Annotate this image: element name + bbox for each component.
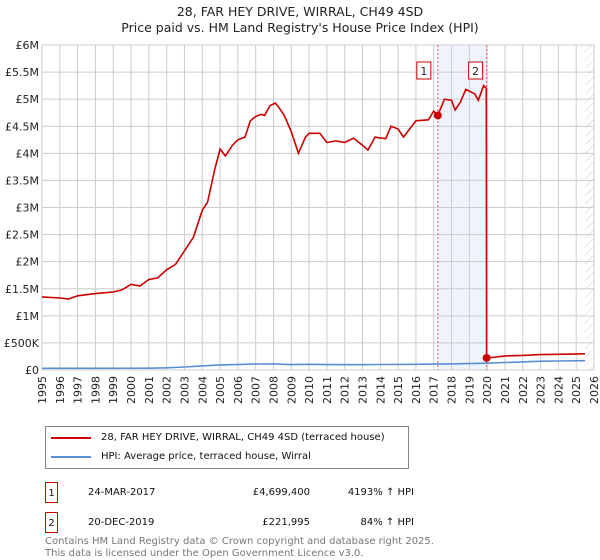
x-tick-label: 2025 (570, 376, 583, 404)
annotation-label: 1 (420, 65, 427, 78)
y-tick-label: £1.5M (5, 283, 39, 296)
x-tick-label: 2021 (499, 376, 512, 404)
x-tick-label: 1998 (89, 376, 102, 404)
x-tick-label: 2010 (303, 376, 316, 404)
y-tick-label: £3.5M (5, 174, 39, 187)
footer-copyright: Contains HM Land Registry data © Crown c… (45, 536, 434, 547)
y-tick-label: £5M (16, 93, 40, 106)
price-chart: 1995 1996 1997 1998 1999 2000 2001 2002 2003 2004… (4, 39, 600, 404)
x-tick-label: 2019 (463, 376, 476, 404)
x-tick-label: 2017 (428, 376, 441, 404)
footer-licence: This data is licensed under the Open Gov… (45, 547, 364, 559)
x-tick-label: 2002 (161, 376, 174, 404)
legend-item-property: 28, FAR HEY DRIVE, WIRRAL, CH49 4SD (ter… (51, 432, 385, 443)
transaction-price: £4,699,400 (252, 487, 310, 498)
y-tick-label: £2.5M (5, 229, 39, 242)
x-tick-label: 2005 (214, 376, 227, 404)
series-line (41, 84, 586, 359)
series-line (42, 359, 586, 370)
legend-label: 28, FAR HEY DRIVE, WIRRAL, CH49 4SD (ter… (101, 432, 385, 443)
transaction-row: 2 20-DEC-2019 £221,995 84% ↑ HPI (45, 512, 445, 534)
x-tick-label: 2001 (143, 376, 156, 404)
chart-title: 28, FAR HEY DRIVE, WIRRAL, CH49 4SD (176, 4, 424, 19)
transaction-price: £221,995 (262, 517, 310, 528)
x-tick-label: 2007 (250, 376, 263, 404)
legend: 28, FAR HEY DRIVE, WIRRAL, CH49 4SD (ter… (45, 426, 409, 469)
x-tick-label: 2009 (285, 376, 298, 404)
y-tick-label: £4.5M (5, 120, 39, 133)
x-tick-label: 2011 (321, 376, 334, 404)
x-tick-label: 2015 (392, 376, 405, 404)
x-tick-label: 2016 (410, 376, 423, 404)
x-tick-label: 2008 (267, 376, 280, 404)
x-tick-label: 2018 (446, 376, 459, 404)
y-tick-label: £5.5M (5, 66, 39, 79)
y-tick-label: £6M (16, 39, 40, 52)
transaction-badge: 2 (45, 512, 58, 533)
annotation-badge (468, 61, 484, 80)
sale-marker (433, 111, 442, 120)
legend-swatch-blue (51, 455, 91, 458)
x-tick-label: 1999 (107, 376, 120, 404)
x-tick-label: 2004 (196, 376, 209, 404)
transaction-hpi: 4193% ↑ HPI (347, 487, 414, 498)
x-tick-label: 2022 (517, 376, 530, 404)
legend-label: HPI: Average price, terraced house, Wirr… (101, 451, 311, 462)
x-tick-label: 2000 (125, 376, 138, 404)
y-tick-label: £1M (16, 310, 40, 323)
transaction-date: 24-MAR-2017 (88, 487, 156, 498)
transaction-row: 1 24-MAR-2017 £4,699,400 4193% ↑ HPI (45, 482, 445, 504)
legend-item-hpi: HPI: Average price, terraced house, Wirr… (51, 451, 311, 462)
sale-marker (482, 353, 491, 362)
x-tick-label: 2012 (339, 376, 352, 404)
x-tick-label: 2024 (552, 376, 565, 404)
annotation-label: 2 (472, 65, 479, 78)
x-tick-label: 2006 (232, 376, 245, 404)
x-tick-label: 2003 (178, 376, 191, 404)
y-tick-label: £500K (4, 337, 40, 350)
y-tick-label: £4M (16, 147, 40, 160)
footer: Contains HM Land Registry data © Crown c… (45, 536, 434, 559)
legend-swatch-red (51, 436, 91, 439)
chart-subtitle: Price paid vs. HM Land Registry's House … (121, 20, 479, 35)
annotation-badge (416, 61, 432, 80)
x-tick-label: 2014 (374, 376, 387, 404)
transaction-date: 20-DEC-2019 (88, 517, 155, 528)
x-tick-label: 2023 (535, 376, 548, 404)
y-tick-label: £3M (16, 202, 40, 215)
y-tick-label: £2M (16, 256, 40, 269)
x-tick-label: 1996 (54, 376, 67, 404)
x-tick-label: 2026 (588, 376, 600, 404)
y-tick-label: £0 (25, 364, 39, 377)
x-tick-label: 1997 (72, 376, 85, 404)
x-tick-label: 2013 (357, 376, 370, 404)
x-tick-label: 1995 (36, 376, 49, 404)
x-tick-label: 2020 (481, 376, 494, 404)
transaction-hpi: 84% ↑ HPI (360, 517, 414, 528)
transaction-badge: 1 (45, 482, 58, 503)
